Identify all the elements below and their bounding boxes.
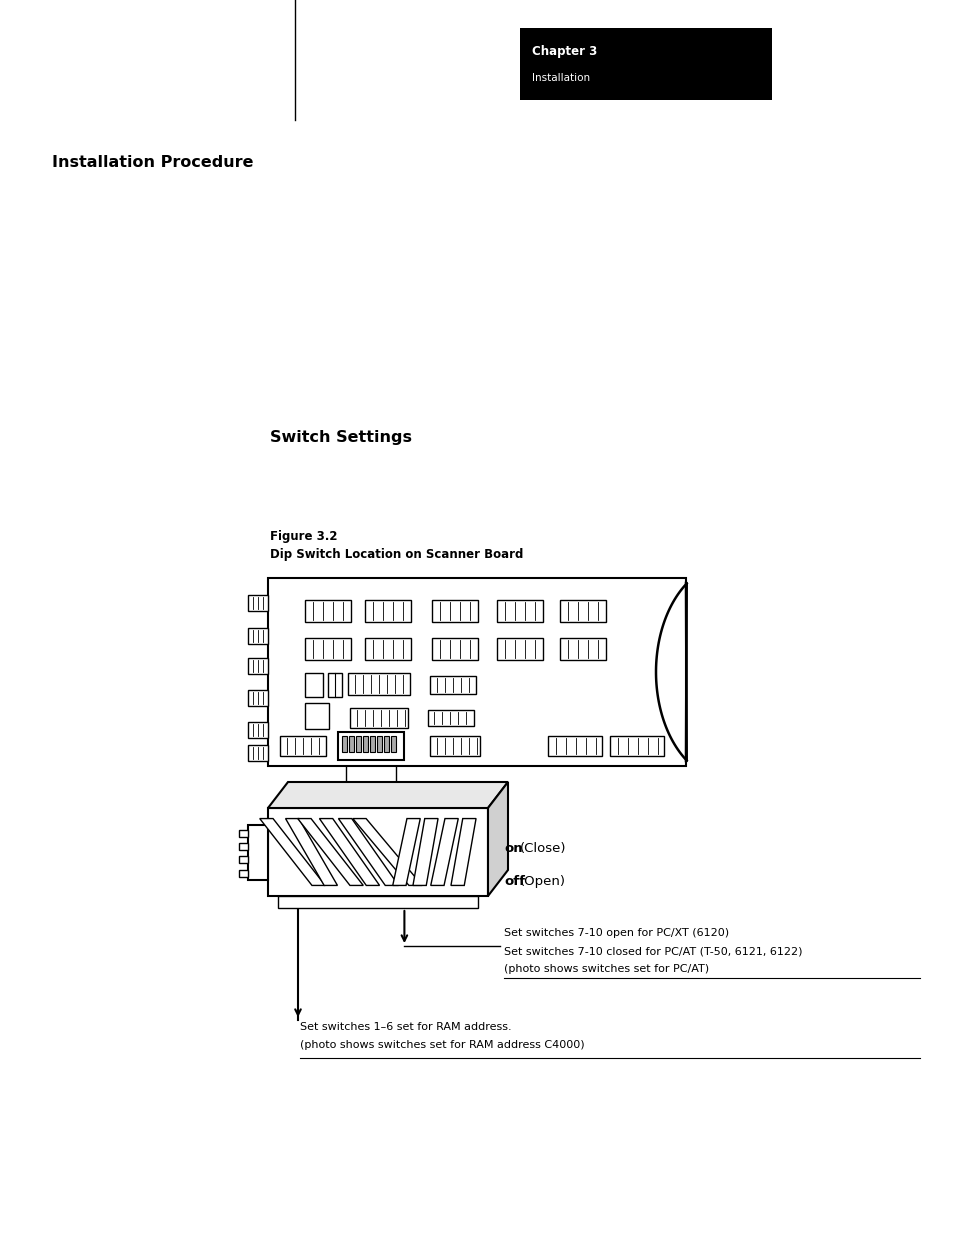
Bar — [277, 897, 477, 908]
Bar — [519, 28, 771, 100]
Text: Set switches 7-10 open for PC/XT (6120): Set switches 7-10 open for PC/XT (6120) — [503, 927, 728, 939]
Text: on: on — [503, 842, 522, 855]
Bar — [268, 808, 488, 897]
Bar — [376, 736, 381, 752]
Bar — [305, 673, 323, 697]
Text: Switch Settings: Switch Settings — [270, 430, 412, 445]
Bar — [305, 600, 351, 622]
Polygon shape — [353, 819, 422, 885]
Bar — [547, 736, 601, 756]
Bar — [363, 736, 368, 752]
Bar — [248, 825, 268, 879]
Bar — [350, 708, 408, 727]
Polygon shape — [338, 819, 398, 885]
Bar — [384, 736, 389, 752]
Bar — [430, 676, 476, 694]
Bar — [248, 745, 268, 761]
Bar — [609, 736, 663, 756]
Bar — [239, 842, 248, 850]
Bar — [430, 736, 479, 756]
Bar — [239, 830, 248, 836]
Bar — [248, 722, 268, 739]
Bar — [248, 690, 268, 706]
Bar — [337, 732, 403, 760]
Bar — [280, 736, 326, 756]
Bar — [432, 600, 477, 622]
Bar — [365, 638, 411, 659]
Bar — [341, 736, 347, 752]
Bar — [305, 638, 351, 659]
Polygon shape — [413, 819, 437, 885]
Text: off: off — [503, 876, 524, 888]
Text: Chapter 3: Chapter 3 — [532, 46, 597, 58]
Polygon shape — [393, 819, 420, 885]
Bar — [268, 578, 685, 766]
Bar — [497, 600, 542, 622]
Polygon shape — [285, 819, 337, 885]
Polygon shape — [268, 782, 507, 808]
Bar — [239, 869, 248, 877]
Text: (Open): (Open) — [519, 876, 565, 888]
Polygon shape — [319, 819, 379, 885]
Bar — [248, 595, 268, 611]
Bar — [355, 736, 360, 752]
Bar — [428, 710, 474, 726]
Bar — [432, 638, 477, 659]
Bar — [348, 673, 410, 695]
Text: Dip Switch Location on Scanner Board: Dip Switch Location on Scanner Board — [270, 548, 523, 561]
Bar — [248, 629, 268, 643]
Text: Switches: Switches — [337, 802, 404, 815]
Text: (photo shows switches set for RAM address C4000): (photo shows switches set for RAM addres… — [299, 1040, 584, 1050]
Bar — [305, 703, 329, 729]
Text: Set switches 7-10 closed for PC/AT (T-50, 6121, 6122): Set switches 7-10 closed for PC/AT (T-50… — [503, 946, 801, 956]
Polygon shape — [259, 819, 325, 885]
Bar — [328, 673, 341, 697]
Bar — [559, 600, 605, 622]
Bar — [559, 638, 605, 659]
Text: (Close): (Close) — [519, 842, 566, 855]
Bar — [370, 736, 375, 752]
Bar — [239, 856, 248, 863]
Text: Figure 3.2: Figure 3.2 — [270, 530, 337, 543]
Polygon shape — [488, 782, 507, 897]
Text: (photo shows switches set for PC/AT): (photo shows switches set for PC/AT) — [503, 965, 708, 974]
Bar — [349, 736, 354, 752]
Text: Installation Procedure: Installation Procedure — [52, 156, 253, 170]
Polygon shape — [297, 819, 363, 885]
Bar — [497, 638, 542, 659]
Bar — [365, 600, 411, 622]
Polygon shape — [451, 819, 476, 885]
Polygon shape — [431, 819, 457, 885]
Text: Set switches 1–6 set for RAM address.: Set switches 1–6 set for RAM address. — [299, 1023, 511, 1032]
Bar — [391, 736, 395, 752]
Text: Installation: Installation — [532, 73, 590, 83]
Bar — [248, 658, 268, 674]
